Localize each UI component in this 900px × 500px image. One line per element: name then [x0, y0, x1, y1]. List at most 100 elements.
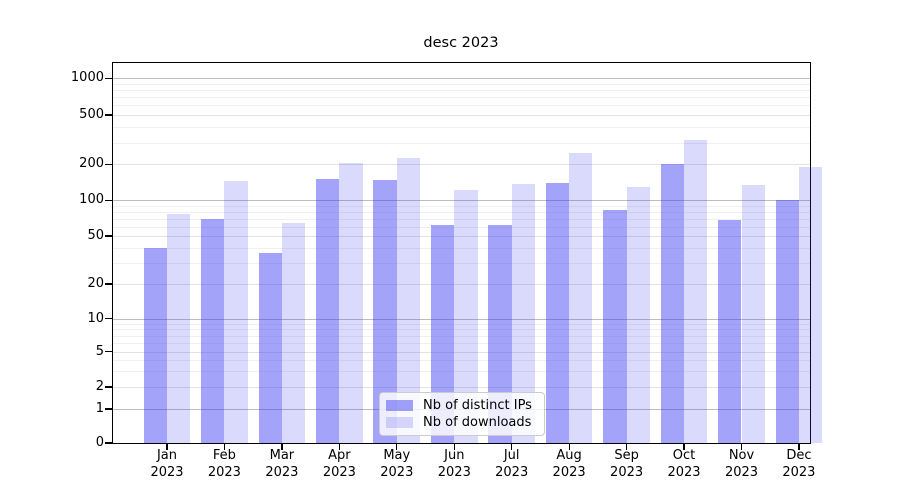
x-tick-mark — [223, 444, 226, 450]
bar-distinct-ips-jan — [143, 247, 168, 443]
x-tick-label: Jun 2023 — [437, 448, 471, 480]
legend: Nb of distinct IPs Nb of downloads — [379, 392, 545, 436]
y-gridline — [113, 236, 810, 237]
y-minor-gridline — [113, 262, 810, 264]
bar-downloads-oct — [684, 139, 708, 443]
y-tick-label: 1 — [95, 401, 104, 416]
y-tick-label: 2 — [95, 379, 104, 394]
y-minor-gridline — [113, 127, 810, 128]
y-minor-gridline — [113, 97, 810, 99]
x-tick-label: Jan 2023 — [150, 448, 184, 480]
y-minor-gridline — [113, 329, 810, 331]
bar-distinct-ips-nov — [718, 220, 742, 443]
x-tick-label: Jul 2023 — [495, 448, 529, 480]
y-gridline — [113, 78, 810, 80]
y-tick-mark — [105, 283, 112, 285]
bar-distinct-ips-sep — [603, 209, 627, 443]
y-tick-mark — [105, 235, 112, 237]
x-tick-mark — [626, 444, 628, 450]
legend-swatch-downloads — [386, 417, 413, 429]
y-tick-mark — [105, 199, 112, 201]
legend-item-downloads: Nb of downloads — [386, 415, 536, 430]
x-tick-label: May 2023 — [380, 448, 414, 480]
y-tick-mark — [105, 350, 112, 353]
right-spine — [810, 62, 812, 444]
y-tick-label: 0 — [95, 435, 104, 450]
bar-downloads-sep — [626, 187, 650, 443]
legend-label-downloads: Nb of downloads — [423, 415, 532, 431]
y-minor-gridline — [113, 323, 810, 325]
y-minor-gridline — [113, 335, 810, 337]
x-tick-label: Oct 2023 — [667, 448, 701, 480]
y-gridline — [113, 387, 810, 388]
legend-item-distinct-ips: Nb of distinct IPs — [386, 398, 536, 413]
bar-distinct-ips-apr — [316, 178, 340, 443]
y-tick-mark — [105, 317, 112, 320]
bar-downloads-apr — [339, 163, 363, 443]
y-minor-gridline — [113, 342, 810, 344]
y-minor-gridline — [113, 83, 810, 85]
y-gridline — [113, 351, 810, 353]
y-tick-label: 1000 — [70, 70, 104, 86]
top-spine — [112, 62, 810, 64]
y-minor-gridline — [113, 211, 810, 213]
bar-downloads-jun — [454, 190, 478, 443]
x-tick-mark — [396, 444, 398, 450]
y-tick-mark — [105, 77, 112, 79]
y-tick-mark — [105, 408, 112, 410]
y-gridline — [113, 284, 810, 285]
y-tick-mark — [105, 114, 112, 116]
y-tick-label: 5 — [95, 343, 104, 359]
x-tick-label: Aug 2023 — [552, 448, 586, 480]
x-tick-mark — [338, 444, 341, 450]
x-tick-label: Apr 2023 — [322, 448, 356, 480]
bar-distinct-ips-feb — [201, 218, 225, 443]
x-axis-line — [112, 443, 810, 445]
bar-distinct-ips-oct — [660, 164, 685, 443]
y-axis-line — [112, 62, 114, 444]
legend-label-distinct-ips: Nb of distinct IPs — [423, 397, 532, 413]
bar-downloads-nov — [741, 185, 765, 443]
y-minor-gridline — [113, 105, 810, 107]
bar-downloads-aug — [569, 152, 593, 443]
x-tick-label: Feb 2023 — [207, 448, 241, 480]
x-tick-mark — [683, 444, 685, 450]
x-tick-mark — [798, 444, 800, 450]
y-minor-gridline — [113, 360, 810, 362]
y-minor-gridline — [113, 205, 810, 207]
x-tick-label: Sep 2023 — [610, 448, 644, 480]
y-tick-label: 100 — [79, 192, 104, 208]
bar-distinct-ips-jul — [488, 224, 512, 443]
bar-distinct-ips-jun — [430, 224, 455, 443]
x-tick-label: Nov 2023 — [724, 448, 759, 480]
y-gridline — [113, 164, 810, 166]
bar-distinct-ips-mar — [258, 253, 282, 443]
y-tick-label: 50 — [87, 228, 104, 243]
bar-downloads-mar — [281, 222, 306, 443]
bar-distinct-ips-dec — [775, 200, 799, 443]
legend-swatch-distinct-ips — [386, 399, 413, 411]
bar-downloads-may — [396, 158, 421, 443]
bar-distinct-ips-may — [373, 180, 397, 443]
y-tick-label: 500 — [79, 107, 104, 122]
x-tick-label: Dec 2023 — [782, 448, 816, 480]
x-tick-mark — [568, 444, 570, 450]
y-minor-gridline — [113, 142, 810, 144]
x-tick-mark — [511, 444, 513, 450]
x-tick-mark — [281, 444, 283, 450]
bar-distinct-ips-aug — [545, 182, 570, 443]
y-gridline — [113, 115, 810, 116]
x-tick-mark — [453, 444, 455, 450]
y-minor-gridline — [113, 218, 810, 220]
y-tick-mark — [105, 386, 112, 388]
y-tick-label: 20 — [87, 276, 104, 291]
y-minor-gridline — [113, 247, 810, 249]
x-tick-mark — [166, 444, 168, 450]
y-gridline — [113, 318, 810, 320]
bar-downloads-feb — [224, 181, 248, 443]
y-minor-gridline — [113, 90, 810, 92]
bar-downloads-jul — [511, 184, 536, 443]
x-tick-label: Mar 2023 — [265, 448, 299, 480]
chart-title: desc 2023 — [423, 35, 499, 51]
